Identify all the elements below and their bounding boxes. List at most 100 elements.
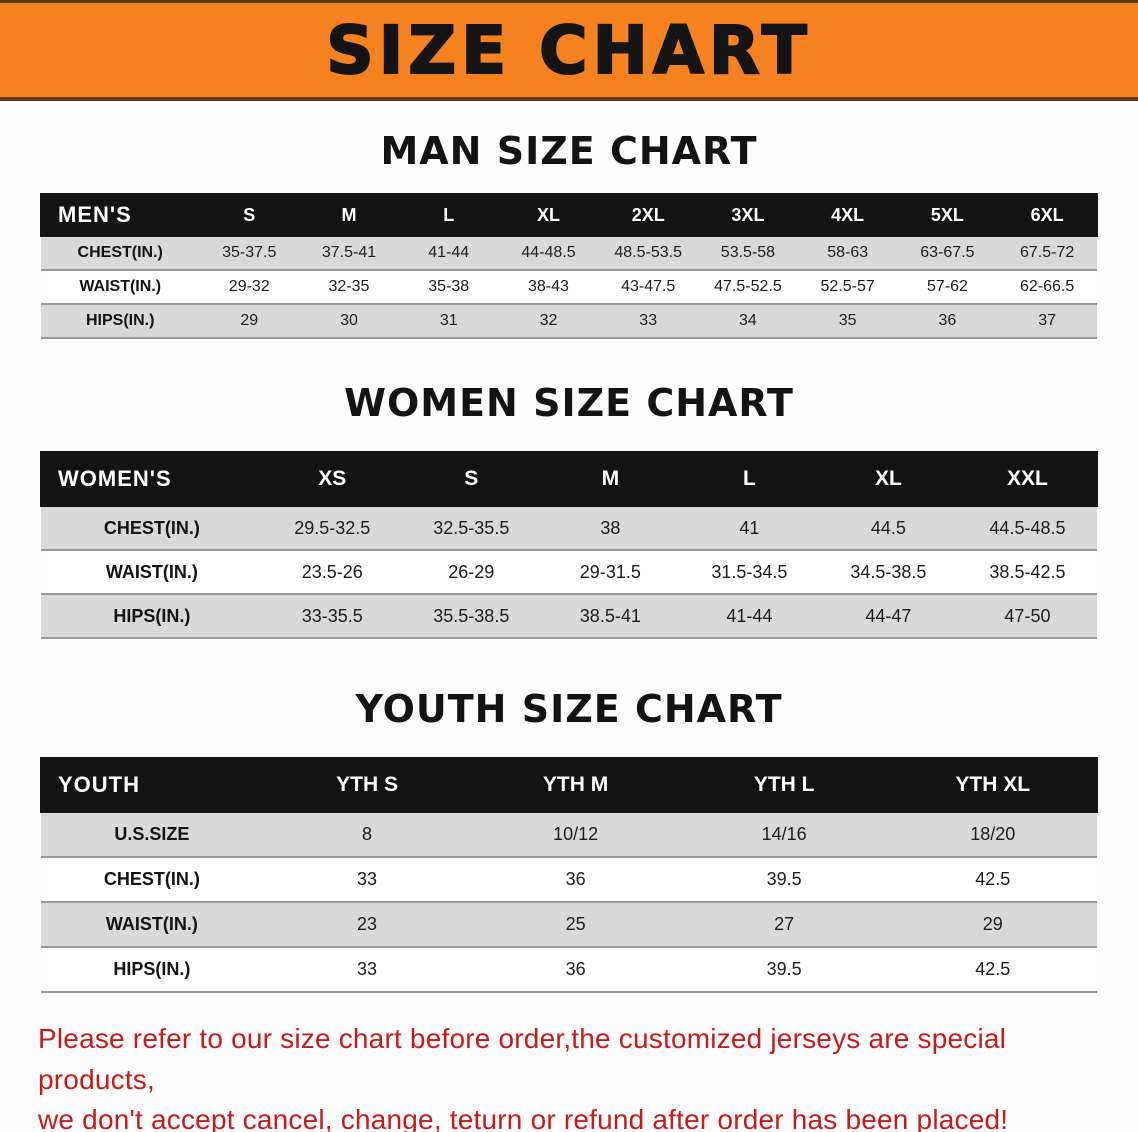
value-cell: 33-35.5 [301,605,363,626]
value-cell: 35.5-38.5 [433,605,510,626]
value-cell: 34 [739,312,757,329]
size-header-cell: M [539,451,681,507]
value-cell: 31 [439,312,458,329]
size-header-cell: L [397,193,500,237]
value-cell: 8 [362,824,373,844]
value-cell: 53.5-58 [720,244,776,261]
table-row: HIPS(IN.) 33-35.5 35.5-38.5 38.5-41 41-44 44-… [41,594,1097,638]
row-label-cell: U.S.SIZE [114,824,190,844]
row-label-cell: HIPS(IN.) [85,312,155,329]
value-cell: 18/20 [970,824,1016,844]
value-cell: 44-47 [865,605,912,626]
value-cell: 29-31.5 [579,561,641,582]
value-cell: 57-62 [926,278,968,295]
table-header-row: MEN'S S M L XL 2XL 3XL 4XL 5XL 6XL [39,193,1098,237]
value-cell: 33 [639,312,658,329]
value-cell: 58-63 [827,244,869,261]
footer-notice: Please refer to our size chart before or… [0,1019,1138,1132]
size-header-cell: YTH XL [887,757,1098,813]
row-label-cell: CHEST(IN.) [103,869,200,889]
row-label-cell: HIPS(IN.) [113,605,191,626]
value-cell: 63-67.5 [920,244,975,261]
table-title-cell: WOMEN'S [40,451,264,507]
value-cell: 10/12 [553,824,599,844]
value-cell: 32.5-35.5 [433,517,510,538]
table-row: WAIST(IN.) 29-32 32-35 35-38 38-43 43-47.5 47.… [41,270,1097,304]
men-size-section: MAN SIZE CHART MEN'S S M L XL 2XL 3XL 4XL 5XL 6XL… [0,129,1138,339]
women-section-heading: WOMEN SIZE CHART [344,381,794,425]
value-cell: 35 [838,312,857,329]
table-row: HIPS(IN.) 29 30 31 32 33 34 35 36 37 [41,304,1097,338]
value-cell: 44.5 [870,517,906,538]
row-label-cell: CHEST(IN.) [77,244,163,261]
value-cell: 26-29 [448,561,495,582]
size-header-cell: YTH M [470,757,681,813]
table-row: WAIST(IN.) 23.5-26 26-29 29-31.5 31.5-34.5 34… [41,550,1097,594]
size-header-cell: XXL [956,451,1099,507]
value-cell: 35-37.5 [222,244,277,261]
value-cell: 38.5-41 [579,605,641,626]
value-cell: 39.5 [766,869,802,889]
value-cell: 41-44 [428,244,470,261]
value-cell: 42.5 [975,959,1011,979]
youth-size-section: YOUTH SIZE CHART YOUTH YTH S YTH M YTH L YTH… [0,687,1138,993]
value-cell: 47.5-52.5 [714,278,782,295]
value-cell: 27 [774,914,795,934]
women-size-table: WOMEN'S XS S M L XL XXL CHEST(IN.) 29.5-32.5 32.5… [40,451,1099,639]
value-cell: 62-66.5 [1020,278,1075,295]
table-row: CHEST(IN.) 35-37.5 37.5-41 41-44 44-48.5 48.5… [41,236,1097,270]
size-header-cell: S [400,451,542,507]
value-cell: 23.5-26 [301,561,363,582]
value-cell: 29 [240,312,259,329]
value-cell: 14/16 [761,824,807,844]
row-label-cell: WAIST(IN.) [79,278,162,295]
row-label-cell: HIPS(IN.) [113,959,191,979]
size-header-cell: XS [261,451,403,507]
size-header-cell: S [198,193,301,237]
men-section-heading: MAN SIZE CHART [380,129,758,173]
row-label-cell: WAIST(IN.) [105,914,198,934]
value-cell: 37 [1038,312,1057,329]
value-cell: 67.5-72 [1020,244,1075,261]
value-cell: 36 [565,869,586,889]
value-cell: 42.5 [975,869,1011,889]
value-cell: 36 [938,312,957,329]
table-row: WAIST(IN.) 23 25 27 29 [41,902,1097,947]
table-row: HIPS(IN.) 33 36 39.5 42.5 [41,947,1097,992]
value-cell: 41 [739,517,760,538]
value-cell: 32 [539,312,558,329]
page-title: SIZE CHART [325,11,812,90]
value-cell: 34.5-38.5 [850,561,927,582]
row-label-cell: WAIST(IN.) [105,561,198,582]
value-cell: 23 [357,914,378,934]
value-cell: 36 [565,959,586,979]
size-header-cell: XL [817,451,959,507]
men-size-table: MEN'S S M L XL 2XL 3XL 4XL 5XL 6XL CHEST(IN.) 35-37… [39,193,1098,339]
size-header-cell: 3XL [697,193,799,237]
banner: SIZE CHART [0,0,1138,101]
value-cell: 38 [600,517,621,538]
value-cell: 39.5 [766,959,802,979]
size-header-cell: 2XL [597,193,700,237]
value-cell: 25 [565,914,586,934]
table-header-row: WOMEN'S XS S M L XL XXL [40,451,1099,507]
value-cell: 29-32 [228,278,270,295]
size-header-cell: YTH L [678,757,890,813]
size-header-cell: M [298,193,400,237]
size-header-cell: 6XL [996,193,1098,237]
value-cell: 44-48.5 [521,244,576,261]
size-header-cell: 5XL [896,193,999,237]
youth-size-table: YOUTH YTH S YTH M YTH L YTH XL U.S.SIZE 8 10/12… [40,757,1098,993]
value-cell: 31.5-34.5 [711,561,788,582]
value-cell: 33 [357,959,378,979]
value-cell: 29.5-32.5 [294,517,371,538]
size-header-cell: 4XL [796,193,899,237]
table-row: CHEST(IN.) 33 36 39.5 42.5 [41,857,1097,902]
women-size-section: WOMEN SIZE CHART WOMEN'S XS S M L XL XXL CHEST(… [0,381,1138,639]
table-row: U.S.SIZE 8 10/12 14/16 18/20 [41,812,1097,857]
value-cell: 41-44 [726,605,773,626]
value-cell: 44.5-48.5 [989,517,1066,538]
value-cell: 38-43 [528,278,569,295]
value-cell: 52.5-57 [820,278,875,295]
